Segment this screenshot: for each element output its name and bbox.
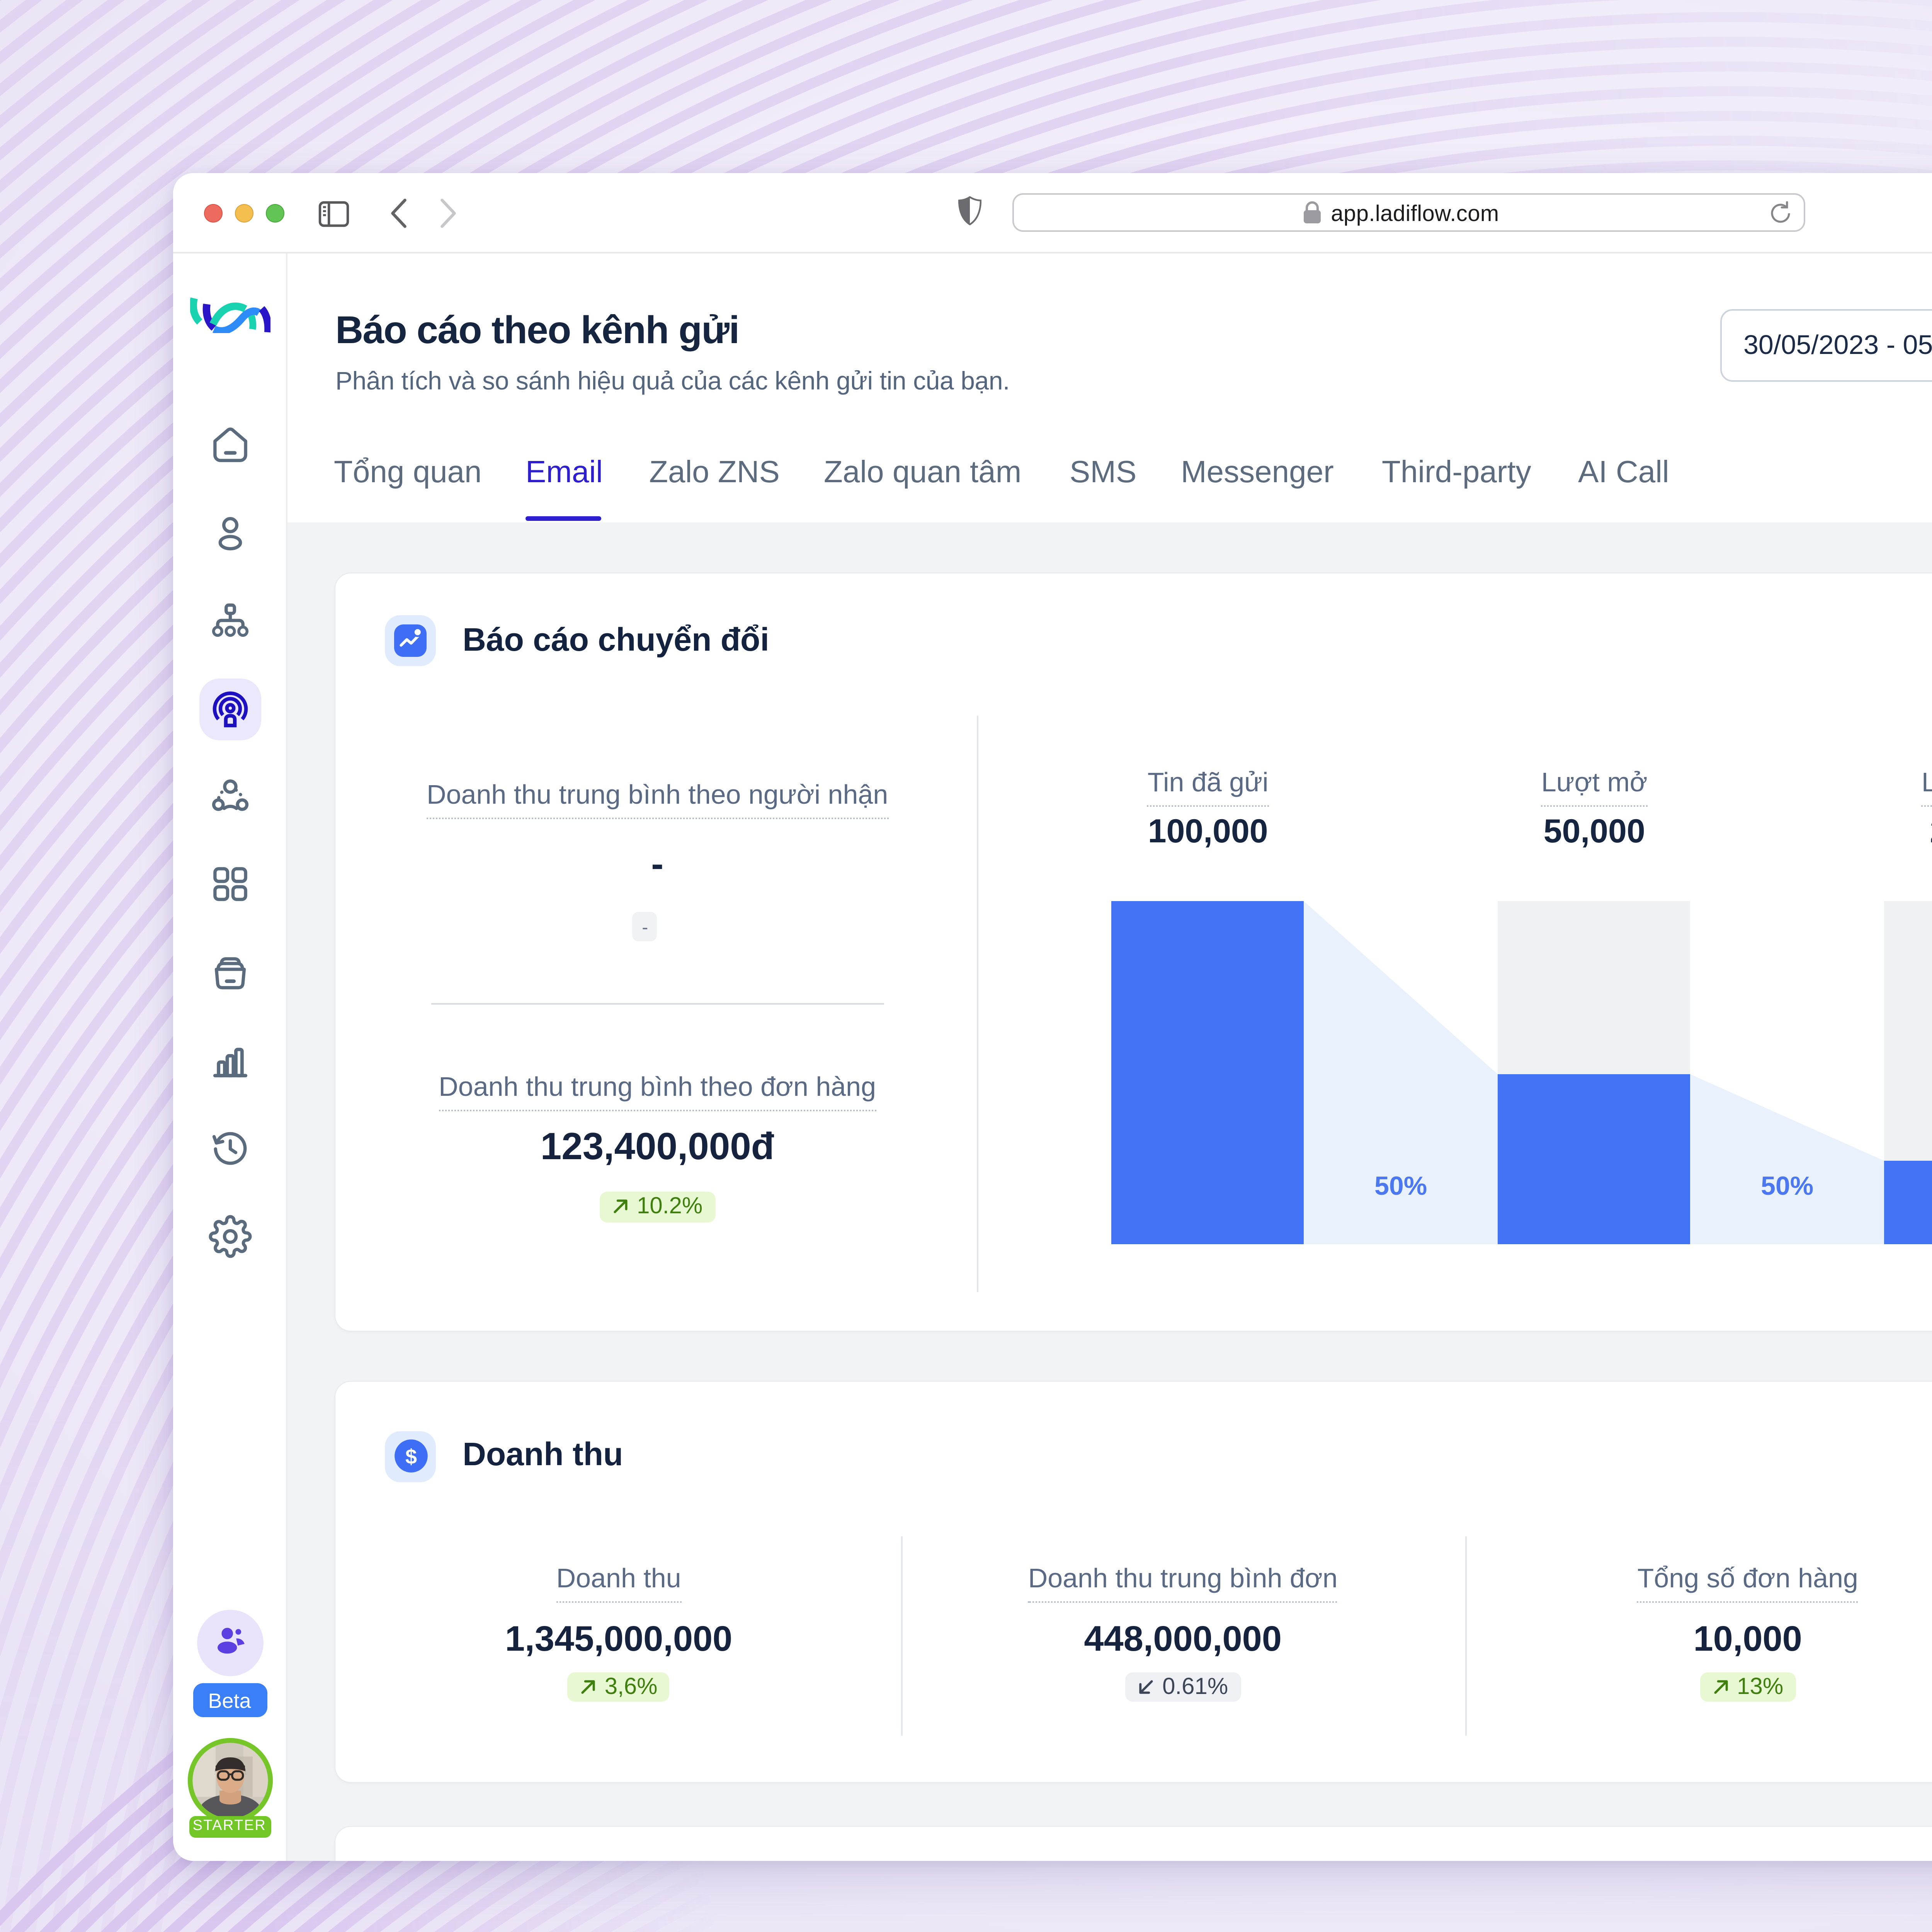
svg-text:$: $ [405, 1445, 417, 1468]
